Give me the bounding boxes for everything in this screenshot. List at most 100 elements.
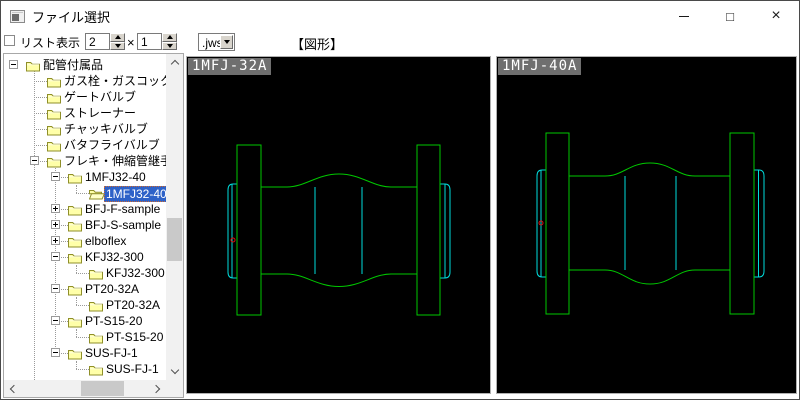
collapse-toggle[interactable] — [51, 316, 60, 325]
tree-item-配管付属品[interactable]: 配管付属品 — [4, 57, 166, 73]
tree-item-SUS-FJ-1[interactable]: SUS-FJ-1 — [4, 361, 166, 377]
tree-connector — [55, 225, 68, 226]
tree-item-label[interactable]: SUS-FJ-1 — [85, 346, 138, 360]
tree-item-label[interactable]: KFJ32-300 — [106, 266, 165, 280]
tree-item-label[interactable]: BFJ-F-sample — [85, 202, 161, 216]
tree-item-PT20-32A[interactable]: PT20-32A — [4, 297, 166, 313]
tree-item-label[interactable]: PT20-32A — [85, 282, 140, 296]
cols-up-button[interactable] — [110, 33, 125, 42]
scrollbar-corner — [166, 380, 183, 397]
tree-horizontal-scrollbar[interactable] — [4, 380, 166, 397]
chevron-left-icon — [9, 384, 19, 393]
file-type-dropdown[interactable]: .jws — [198, 33, 235, 51]
dropdown-button[interactable] — [220, 35, 233, 49]
scroll-right-button[interactable] — [149, 380, 166, 397]
collapse-toggle[interactable] — [30, 156, 39, 165]
expand-toggle[interactable] — [51, 236, 60, 245]
tree-item-label[interactable]: 1MFJ32-40 — [85, 170, 146, 184]
close-button[interactable]: × — [753, 1, 799, 31]
tree-item-label[interactable]: バタフライバルブ — [64, 138, 160, 152]
down-arrow-icon — [114, 43, 121, 48]
tree-item-label[interactable]: チャッキバルブ — [64, 122, 148, 136]
tree-connector — [34, 113, 47, 114]
chevron-right-icon — [151, 384, 161, 393]
cad-drawing-1mfj-32a — [227, 144, 451, 316]
tree-item-PT-S15-20[interactable]: PT-S15-20 — [4, 313, 166, 329]
close-icon: × — [771, 7, 781, 24]
expand-toggle[interactable] — [51, 220, 60, 229]
tree-item-label[interactable]: 1MFJ32-40 — [104, 186, 166, 202]
tree-connector — [34, 81, 47, 82]
grid-rows-stepper[interactable] — [162, 33, 177, 50]
maximize-button[interactable]: □ — [707, 1, 753, 31]
collapse-toggle[interactable] — [9, 60, 18, 69]
tree-vertical-scrollbar[interactable] — [166, 54, 183, 380]
tree-item-チャッキバルブ[interactable]: チャッキバルブ — [4, 121, 166, 137]
tree-item-label[interactable]: PT-S15-20 — [106, 330, 164, 344]
collapse-toggle[interactable] — [51, 284, 60, 293]
tree-connector — [76, 297, 77, 305]
tree-item-SUS-FJ-1[interactable]: SUS-FJ-1 — [4, 345, 166, 361]
scroll-down-button[interactable] — [166, 363, 183, 380]
list-view-checkbox[interactable] — [4, 35, 15, 46]
tree-item-1MFJ32-40[interactable]: 1MFJ32-40 — [4, 169, 166, 185]
tree-item-label[interactable]: SUS-FJ-1 — [106, 362, 159, 376]
tree-item-ガス栓・ガスコック[interactable]: ガス栓・ガスコック — [4, 73, 166, 89]
vertical-scroll-thumb[interactable] — [167, 218, 182, 261]
tree-item-PT20-32A[interactable]: PT20-32A — [4, 281, 166, 297]
tree-item-BFJ-F-sample[interactable]: BFJ-F-sample — [4, 201, 166, 217]
tree-item-label[interactable]: PT-S15-20 — [85, 314, 143, 328]
grid-rows-input[interactable]: 1 — [137, 33, 162, 50]
tree-item-label[interactable]: ストレーナー — [64, 106, 137, 120]
collapse-toggle[interactable] — [51, 252, 60, 261]
scroll-left-button[interactable] — [4, 380, 21, 397]
tree-connector — [76, 265, 77, 273]
tree-connector — [76, 185, 77, 193]
tree-item-label[interactable]: ゲートバルブ — [64, 90, 137, 104]
chevron-down-icon — [223, 40, 230, 44]
collapse-toggle[interactable] — [51, 172, 60, 181]
folder-icon — [89, 267, 103, 285]
tree-item-label[interactable]: BFJ-S-sample — [85, 218, 162, 232]
folder-icon — [68, 251, 82, 269]
tree-item-フレキ・伸縮管継手[interactable]: フレキ・伸縮管継手 — [4, 153, 166, 169]
tree-item-label[interactable]: フレキ・伸縮管継手 — [64, 154, 166, 168]
horizontal-scroll-thumb[interactable] — [81, 381, 124, 396]
tree-item-ストレーナー[interactable]: ストレーナー — [4, 105, 166, 121]
scroll-up-button[interactable] — [166, 54, 183, 71]
minimize-button[interactable] — [661, 1, 707, 31]
tree-item-KFJ32-300[interactable]: KFJ32-300 — [4, 249, 166, 265]
rows-up-button[interactable] — [162, 33, 177, 42]
preview-label: 1MFJ-40A — [498, 58, 582, 75]
tree-item-BFJ-S-sample[interactable]: BFJ-S-sample — [4, 217, 166, 233]
expand-toggle[interactable] — [51, 204, 60, 213]
tree-item-label[interactable]: elboflex — [85, 234, 127, 248]
tree-connector — [55, 321, 68, 322]
folder-icon — [68, 203, 82, 221]
tree-item-KFJ32-300[interactable]: KFJ32-300 — [4, 265, 166, 281]
times-label: × — [127, 35, 135, 50]
rows-down-button[interactable] — [162, 41, 177, 50]
collapse-toggle[interactable] — [51, 348, 60, 357]
tree-item-label[interactable]: KFJ32-300 — [85, 250, 144, 264]
folder-icon — [68, 235, 82, 253]
tree-connector — [34, 161, 47, 162]
folder-icon — [89, 331, 103, 349]
tree-connector — [76, 337, 89, 338]
tree-item-ゲートバルブ[interactable]: ゲートバルブ — [4, 89, 166, 105]
cols-down-button[interactable] — [110, 41, 125, 50]
tree-item-バタフライバルブ[interactable]: バタフライバルブ — [4, 137, 166, 153]
open-folder-icon — [88, 187, 106, 205]
tree-item-elboflex[interactable]: elboflex — [4, 233, 166, 249]
chevron-up-icon — [170, 59, 179, 69]
preview-pane-2[interactable]: 1MFJ-40A — [496, 56, 797, 394]
tree-item-label[interactable]: PT20-32A — [106, 298, 161, 312]
tree-item-1MFJ32-40[interactable]: 1MFJ32-40 — [4, 185, 166, 202]
grid-cols-stepper[interactable] — [110, 33, 125, 50]
tree-item-PT-S15-20[interactable]: PT-S15-20 — [4, 329, 166, 345]
grid-cols-input[interactable]: 2 — [85, 33, 110, 50]
tree-item-label[interactable]: ガス栓・ガスコック — [64, 74, 166, 88]
preview-pane-1[interactable]: 1MFJ-32A — [186, 56, 491, 394]
tree-item-label[interactable]: 配管付属品 — [43, 58, 104, 72]
